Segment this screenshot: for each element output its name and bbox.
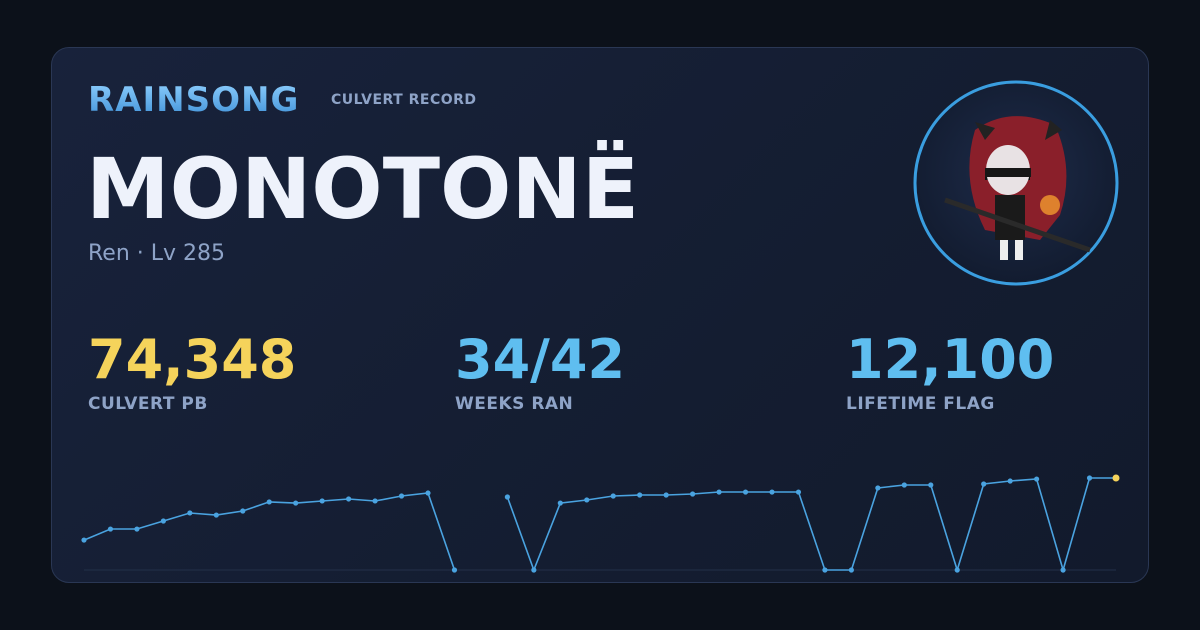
point xyxy=(213,512,219,518)
point xyxy=(266,499,272,505)
point xyxy=(822,567,828,573)
point xyxy=(187,510,193,516)
point xyxy=(1060,567,1066,573)
point xyxy=(663,492,669,498)
stat-value: 34/42 xyxy=(455,328,626,391)
point xyxy=(346,496,352,502)
brand: RAINSONG xyxy=(88,80,300,120)
point xyxy=(769,489,775,495)
point xyxy=(557,500,563,506)
point xyxy=(848,567,854,573)
point xyxy=(637,492,643,498)
point xyxy=(425,490,431,496)
point xyxy=(981,481,987,487)
point xyxy=(584,497,590,503)
point xyxy=(690,491,696,497)
point xyxy=(875,485,881,491)
point xyxy=(451,567,458,573)
stat-label: WEEKS RAN xyxy=(455,394,574,414)
point xyxy=(610,493,616,499)
point xyxy=(795,489,802,495)
point xyxy=(81,537,87,543)
avatar xyxy=(913,80,1119,286)
point xyxy=(531,567,537,573)
point xyxy=(160,518,166,524)
latest-point xyxy=(1112,474,1120,482)
point xyxy=(716,489,722,495)
character-name: MONOTONË xyxy=(86,140,640,238)
stat-label: CULVERT PB xyxy=(88,394,208,414)
point xyxy=(1007,478,1013,484)
point xyxy=(134,526,140,532)
point xyxy=(398,493,405,499)
stat-value: 12,100 xyxy=(846,328,1055,391)
point xyxy=(319,498,325,504)
section-label: CULVERT RECORD xyxy=(331,92,477,108)
stat-label: LIFETIME FLAG xyxy=(846,394,995,414)
point xyxy=(1086,475,1093,481)
point xyxy=(293,500,299,506)
point xyxy=(901,482,907,488)
character-subtitle: Ren · Lv 285 xyxy=(88,241,226,266)
sparkline xyxy=(83,477,1116,573)
point xyxy=(742,489,749,495)
point xyxy=(954,567,960,573)
point xyxy=(928,482,934,488)
point xyxy=(372,498,378,504)
stat-value: 74,348 xyxy=(88,328,297,391)
point xyxy=(504,494,510,500)
point xyxy=(240,508,246,514)
point xyxy=(1034,476,1040,482)
point xyxy=(107,526,114,532)
